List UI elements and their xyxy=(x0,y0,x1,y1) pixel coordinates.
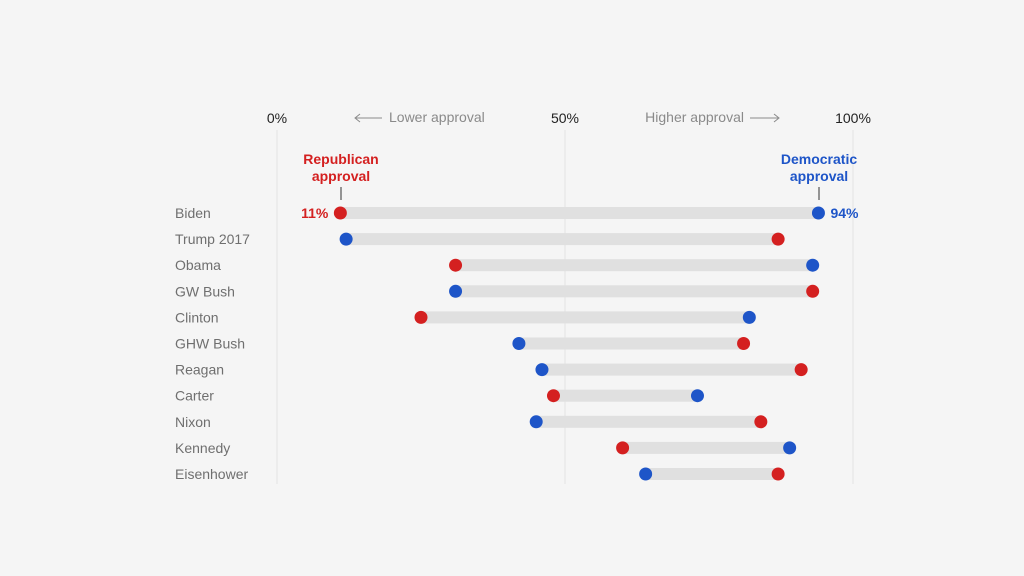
arrow-left-head-icon xyxy=(354,113,361,123)
legend-republican: Republican approval xyxy=(303,151,379,200)
hint-lower-label: Lower approval xyxy=(389,109,485,125)
hint-higher: Higher approval xyxy=(645,109,780,125)
republican-dot xyxy=(794,363,808,377)
range-bar xyxy=(622,441,790,454)
range-bar xyxy=(455,285,813,298)
x-tick-label-100: 100% xyxy=(835,110,871,126)
row-ghw-bush: GHW Bush xyxy=(175,336,751,352)
row-clinton: Clinton xyxy=(175,309,756,325)
republican-dot xyxy=(771,232,785,246)
democratic-dot xyxy=(339,232,353,246)
row-reagan: Reagan xyxy=(175,362,808,378)
range-bar xyxy=(455,259,813,272)
legend-democratic-line1: Democratic xyxy=(781,151,857,167)
republican-dot xyxy=(737,337,751,350)
range-bar xyxy=(536,415,761,428)
democratic-dot xyxy=(811,206,825,220)
row-label: Clinton xyxy=(175,309,219,325)
legend-republican-line1: Republican xyxy=(303,151,378,167)
president-rows: Biden 11% 94% Trump 2017 Obama GW Bush Clinton… xyxy=(175,205,859,482)
row-label: Nixon xyxy=(175,414,211,430)
row-carter: Carter xyxy=(175,388,704,404)
row-eisenhower: Eisenhower xyxy=(175,466,785,482)
republican-dot xyxy=(771,467,785,481)
republican-dot xyxy=(616,441,630,455)
row-biden: Biden 11% 94% xyxy=(175,205,859,221)
democratic-dot xyxy=(535,363,549,377)
row-label: GW Bush xyxy=(175,283,235,299)
row-nixon: Nixon xyxy=(175,414,768,430)
range-bar xyxy=(421,311,750,324)
hint-lower: Lower approval xyxy=(354,109,485,125)
range-bar xyxy=(553,389,698,402)
row-label: Biden xyxy=(175,205,211,221)
republican-dot xyxy=(414,310,428,324)
democratic-dot xyxy=(690,389,704,403)
democratic-value-label: 94% xyxy=(830,205,859,221)
democratic-dot xyxy=(639,467,653,481)
range-bar xyxy=(346,233,779,246)
legend-democratic-line2: approval xyxy=(790,168,848,184)
democratic-dot xyxy=(806,258,820,272)
democratic-dot xyxy=(512,337,526,350)
democratic-dot xyxy=(742,310,756,324)
republican-dot xyxy=(546,389,560,403)
row-trump-2017: Trump 2017 xyxy=(175,231,785,247)
democratic-dot xyxy=(449,284,463,298)
democratic-dot xyxy=(783,441,797,455)
row-obama: Obama xyxy=(175,257,820,273)
row-label: Trump 2017 xyxy=(175,231,250,247)
row-label: Kennedy xyxy=(175,440,230,456)
republican-dot xyxy=(806,284,820,298)
range-bar xyxy=(518,337,744,350)
row-gw-bush: GW Bush xyxy=(175,283,820,299)
legend-democratic: Democratic approval xyxy=(781,151,857,200)
row-label: Obama xyxy=(175,257,221,273)
x-tick-label-0: 0% xyxy=(267,110,287,126)
hint-higher-label: Higher approval xyxy=(645,109,744,125)
legend-republican-line2: approval xyxy=(312,168,370,184)
range-bar xyxy=(340,207,819,219)
republican-value-label: 11% xyxy=(301,205,329,221)
row-kennedy: Kennedy xyxy=(175,440,797,456)
x-tick-label-50: 50% xyxy=(551,110,579,126)
row-label: Carter xyxy=(175,388,214,404)
x-axis-ticks: 0% 50% 100% xyxy=(267,110,871,126)
republican-dot xyxy=(449,258,463,272)
range-bar xyxy=(645,468,779,480)
row-label: Eisenhower xyxy=(175,466,248,482)
democratic-dot xyxy=(529,415,543,429)
arrow-right-head-icon xyxy=(773,113,780,123)
republican-dot xyxy=(333,206,347,220)
range-bar xyxy=(541,363,802,376)
row-label: Reagan xyxy=(175,362,224,378)
row-label: GHW Bush xyxy=(175,336,245,352)
republican-dot xyxy=(754,415,768,429)
